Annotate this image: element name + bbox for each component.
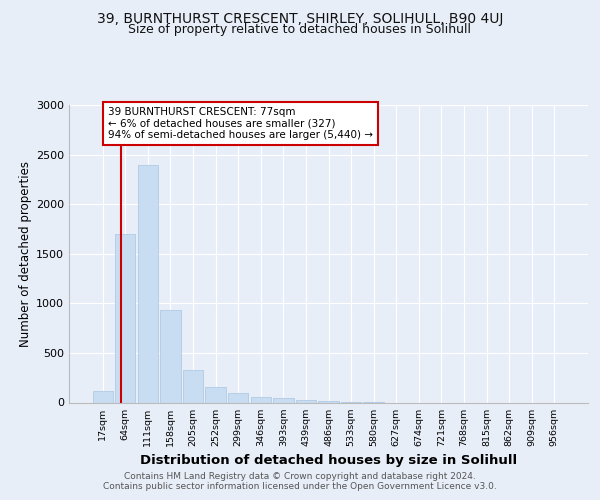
Text: Contains HM Land Registry data © Crown copyright and database right 2024.: Contains HM Land Registry data © Crown c…: [124, 472, 476, 481]
Bar: [115, 234, 136, 402]
Text: 39 BURNTHURST CRESCENT: 77sqm
← 6% of detached houses are smaller (327)
94% of s: 39 BURNTHURST CRESCENT: 77sqm ← 6% of de…: [108, 107, 373, 140]
Bar: [273, 398, 293, 402]
Text: Contains public sector information licensed under the Open Government Licence v3: Contains public sector information licen…: [103, 482, 497, 491]
Bar: [205, 386, 226, 402]
Bar: [296, 400, 316, 402]
X-axis label: Distribution of detached houses by size in Solihull: Distribution of detached houses by size …: [140, 454, 517, 467]
Y-axis label: Number of detached properties: Number of detached properties: [19, 161, 32, 347]
Bar: [228, 392, 248, 402]
Bar: [160, 310, 181, 402]
Text: 39, BURNTHURST CRESCENT, SHIRLEY, SOLIHULL, B90 4UJ: 39, BURNTHURST CRESCENT, SHIRLEY, SOLIHU…: [97, 12, 503, 26]
Bar: [138, 164, 158, 402]
Text: Size of property relative to detached houses in Solihull: Size of property relative to detached ho…: [128, 24, 472, 36]
Bar: [183, 370, 203, 402]
Bar: [251, 396, 271, 402]
Bar: [319, 400, 338, 402]
Bar: [92, 390, 113, 402]
